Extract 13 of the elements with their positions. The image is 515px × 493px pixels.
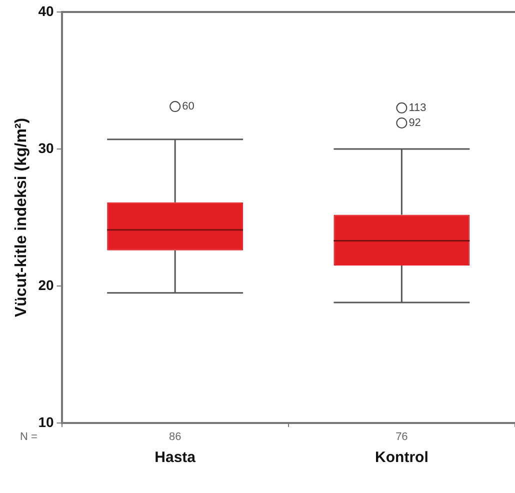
y-tick-label: 30: [38, 140, 54, 156]
text: 76: [396, 431, 408, 444]
y-tick-label: 10: [38, 414, 54, 430]
annotation: 92: [408, 117, 421, 129]
annotation: 113: [408, 102, 426, 114]
y-tick-label: 20: [38, 276, 54, 293]
text: 86: [168, 431, 182, 444]
y-tick-label: 40: [38, 2, 54, 19]
x-tick-label: Kontrol: [375, 449, 428, 466]
text: N =: [20, 431, 38, 444]
x-tick-label: Hasta: [154, 449, 196, 466]
annotation: 60: [182, 100, 194, 113]
y-axis-title: Vücut-kitle indeksi (kg/m²): [13, 118, 30, 318]
